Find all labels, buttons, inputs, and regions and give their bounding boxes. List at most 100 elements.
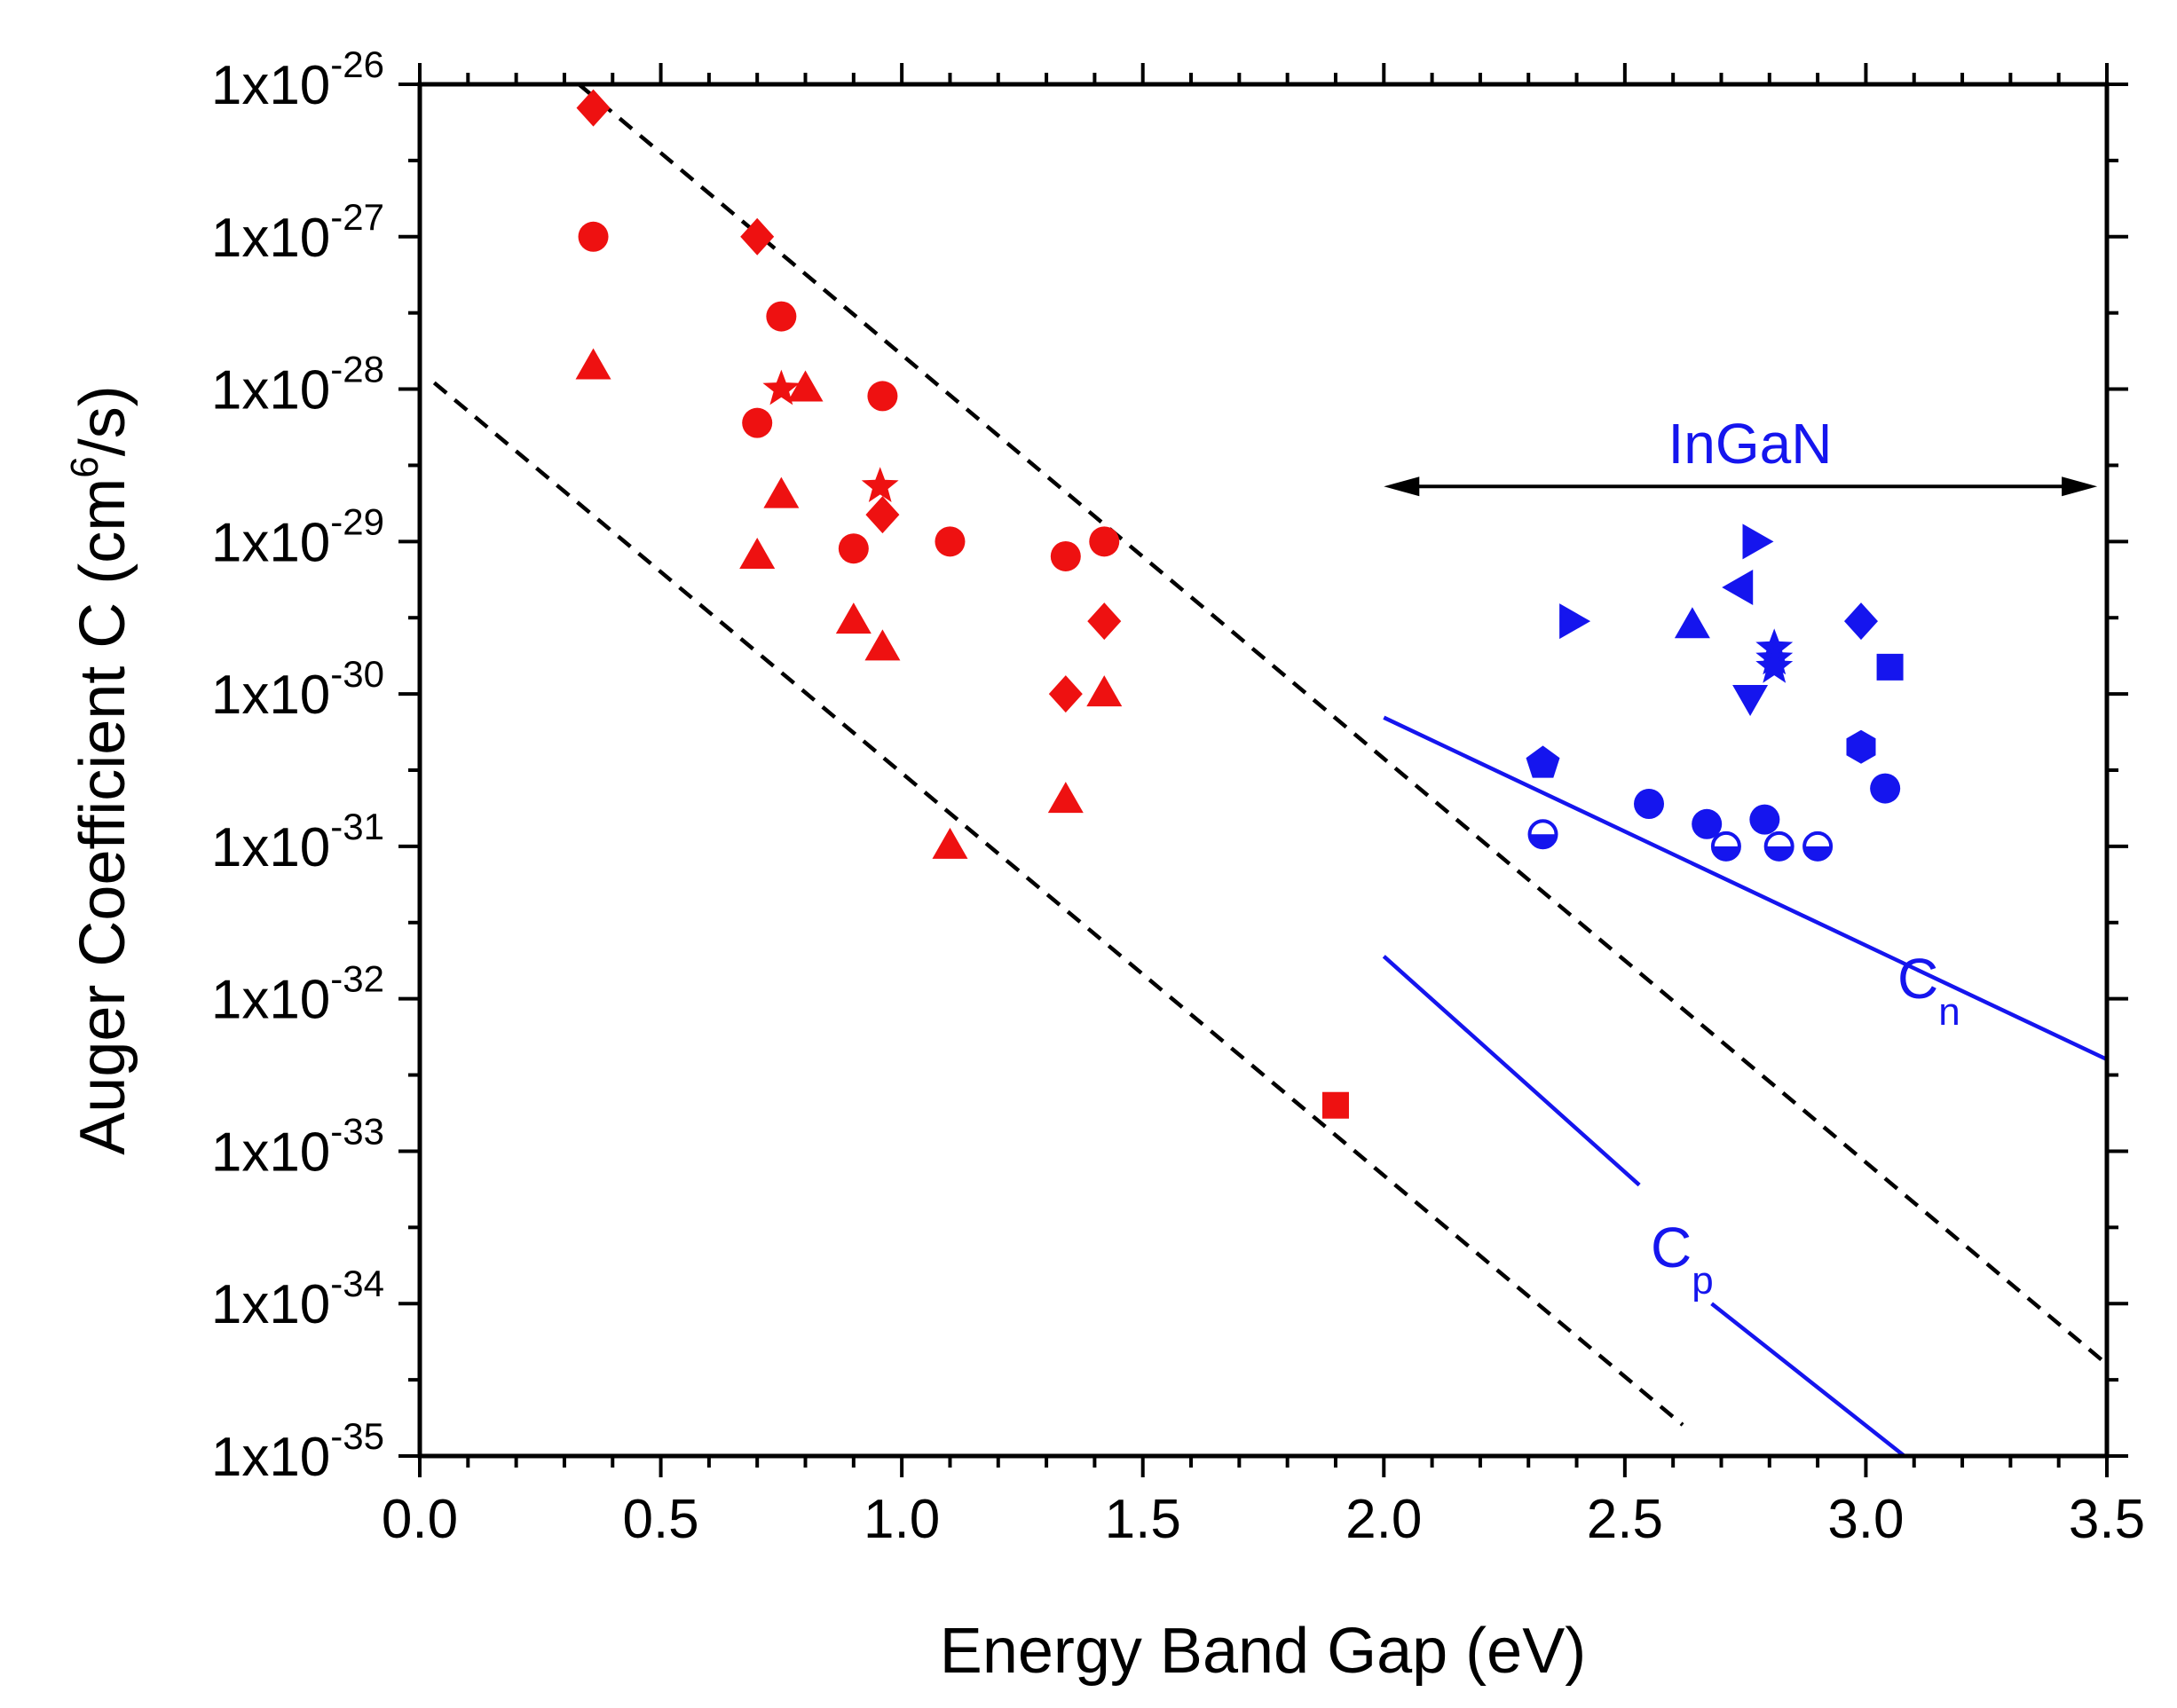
cn-label: Cn	[1897, 947, 1960, 1034]
y-tick-exponent: -32	[330, 958, 384, 1000]
blue-stars-point	[1755, 647, 1794, 683]
red-triangles-point	[1047, 782, 1084, 814]
y-tick-base: 1x10	[211, 512, 330, 573]
blue-diamond-point	[1843, 602, 1878, 641]
red-square-point	[1321, 1091, 1349, 1119]
red-triangles-point	[932, 827, 968, 859]
y-tick-exponent: -27	[330, 196, 384, 238]
y-tick-exponent: -28	[330, 349, 384, 390]
y-axis-title-end: /s)	[67, 385, 138, 456]
y-tick-exponent: -34	[330, 1263, 384, 1304]
x-tick-label: 1.0	[864, 1489, 940, 1550]
y-tick-base: 1x10	[211, 360, 330, 421]
red-circles-point	[578, 221, 609, 252]
x-tick-label: 2.0	[1345, 1489, 1422, 1550]
red-triangles-point	[739, 537, 776, 569]
x-tick-label: 3.0	[1827, 1489, 1904, 1550]
plot-frame	[417, 82, 2110, 1459]
red-circles-point	[1089, 526, 1120, 557]
ingan-arrow-left-head	[1384, 476, 1420, 497]
y-tick-label: 1x10-31	[211, 806, 384, 878]
red-diamonds-point	[576, 89, 611, 127]
x-tick-label: 2.5	[1587, 1489, 1663, 1550]
blue-square-point	[1876, 653, 1904, 681]
y-tick-base: 1x10	[211, 665, 330, 726]
y-tick-label: 1x10-27	[211, 196, 384, 269]
ingan-arrow-right-head	[2062, 476, 2098, 497]
red-triangles-point	[1086, 675, 1123, 707]
y-tick-exponent: -29	[330, 500, 384, 542]
y-axis-title-superscript: 6	[63, 456, 106, 477]
y-tick-label: 1x10-29	[211, 500, 384, 573]
blue-half-circles-point-fill	[1529, 834, 1557, 848]
blue-right-triangles-point	[1742, 523, 1774, 560]
blue-right-triangles-point	[1559, 603, 1591, 640]
lower-dashed-trend	[432, 381, 1684, 1427]
cp-label-subscript: p	[1692, 1259, 1713, 1303]
y-tick-exponent: -35	[330, 1415, 384, 1457]
cn-label-main: C	[1897, 947, 1938, 1011]
red-stars-point	[762, 369, 801, 405]
y-tick-base: 1x10	[211, 55, 330, 116]
blue-half-circles-point-fill	[1804, 846, 1832, 860]
y-tick-label: 1x10-32	[211, 958, 384, 1031]
blue-circles-point	[1749, 804, 1780, 835]
blue-half-circles-point	[1710, 830, 1741, 862]
y-tick-exponent: -31	[330, 806, 384, 847]
y-tick-label: 1x10-33	[211, 1110, 384, 1183]
red-triangles-point	[787, 370, 824, 402]
red-triangles-point	[763, 476, 800, 508]
y-tick-base: 1x10	[211, 970, 330, 1031]
red-circles-point	[766, 301, 797, 332]
x-tick-label: 0.0	[382, 1489, 458, 1550]
y-tick-label: 1x10-26	[211, 43, 384, 116]
red-diamonds-point	[740, 217, 775, 256]
y-tick-base: 1x10	[211, 1274, 330, 1335]
y-tick-label: 1x10-34	[211, 1263, 384, 1335]
blue-half-circles-point-fill	[1712, 846, 1739, 860]
y-tick-base: 1x10	[211, 817, 330, 878]
x-axis-title: Energy Band Gap (eV)	[940, 1616, 1586, 1687]
cp-line-upper	[1382, 955, 1641, 1187]
red-circles-point	[935, 526, 966, 557]
red-diamonds-point	[865, 496, 900, 534]
blue-circles-point	[1634, 789, 1665, 820]
y-tick-label: 1x10-30	[211, 653, 384, 726]
y-tick-base: 1x10	[211, 1427, 330, 1488]
red-circles-point	[742, 407, 773, 438]
y-tick-exponent: -30	[330, 653, 384, 695]
ingan-label: InGaN	[1668, 412, 1833, 476]
blue-circles-point	[1870, 773, 1901, 804]
y-tick-exponent: -26	[330, 43, 384, 85]
upper-dashed-trend	[577, 83, 2109, 1366]
blue-half-circles-point	[1527, 819, 1558, 850]
red-circles-point	[838, 533, 869, 564]
cn-line-upper	[1383, 715, 2108, 1062]
cp-line-lower	[1710, 1302, 1906, 1458]
blue-down-triangle-point	[1732, 684, 1769, 716]
tick-labels: 0.0 0.5 1.0 1.5 2.0 2.5 3.0 3.51x10-261x10-271x…	[211, 43, 2145, 1550]
blue-hexagon-point	[1846, 729, 1876, 764]
blue-pentagon-point	[1526, 745, 1560, 778]
y-axis-title: Auger Coefficient C (cm6/s)	[63, 385, 138, 1154]
red-circles-point	[1050, 540, 1081, 571]
y-tick-exponent: -33	[330, 1110, 384, 1152]
cn-label-subscript: n	[1938, 990, 1960, 1034]
y-tick-base: 1x10	[211, 1122, 330, 1183]
red-circles-point	[867, 381, 898, 412]
blue-circles-point	[1692, 808, 1723, 839]
cp-label-main: C	[1651, 1216, 1692, 1279]
red-triangles-point	[835, 602, 872, 634]
x-tick-label: 0.5	[622, 1489, 698, 1550]
red-diamonds-point	[1048, 675, 1083, 713]
blue-up-triangle-point	[1674, 607, 1710, 639]
blue-half-circles-point	[1763, 830, 1794, 862]
red-triangles-point	[575, 348, 611, 380]
blue-left-triangle-point	[1722, 570, 1754, 606]
red-diamonds-point	[1087, 602, 1122, 641]
x-tick-label: 1.5	[1105, 1489, 1181, 1550]
y-tick-label: 1x10-35	[211, 1415, 384, 1488]
cp-label: Cp	[1651, 1216, 1714, 1303]
blue-half-circles-point-fill	[1765, 846, 1793, 860]
